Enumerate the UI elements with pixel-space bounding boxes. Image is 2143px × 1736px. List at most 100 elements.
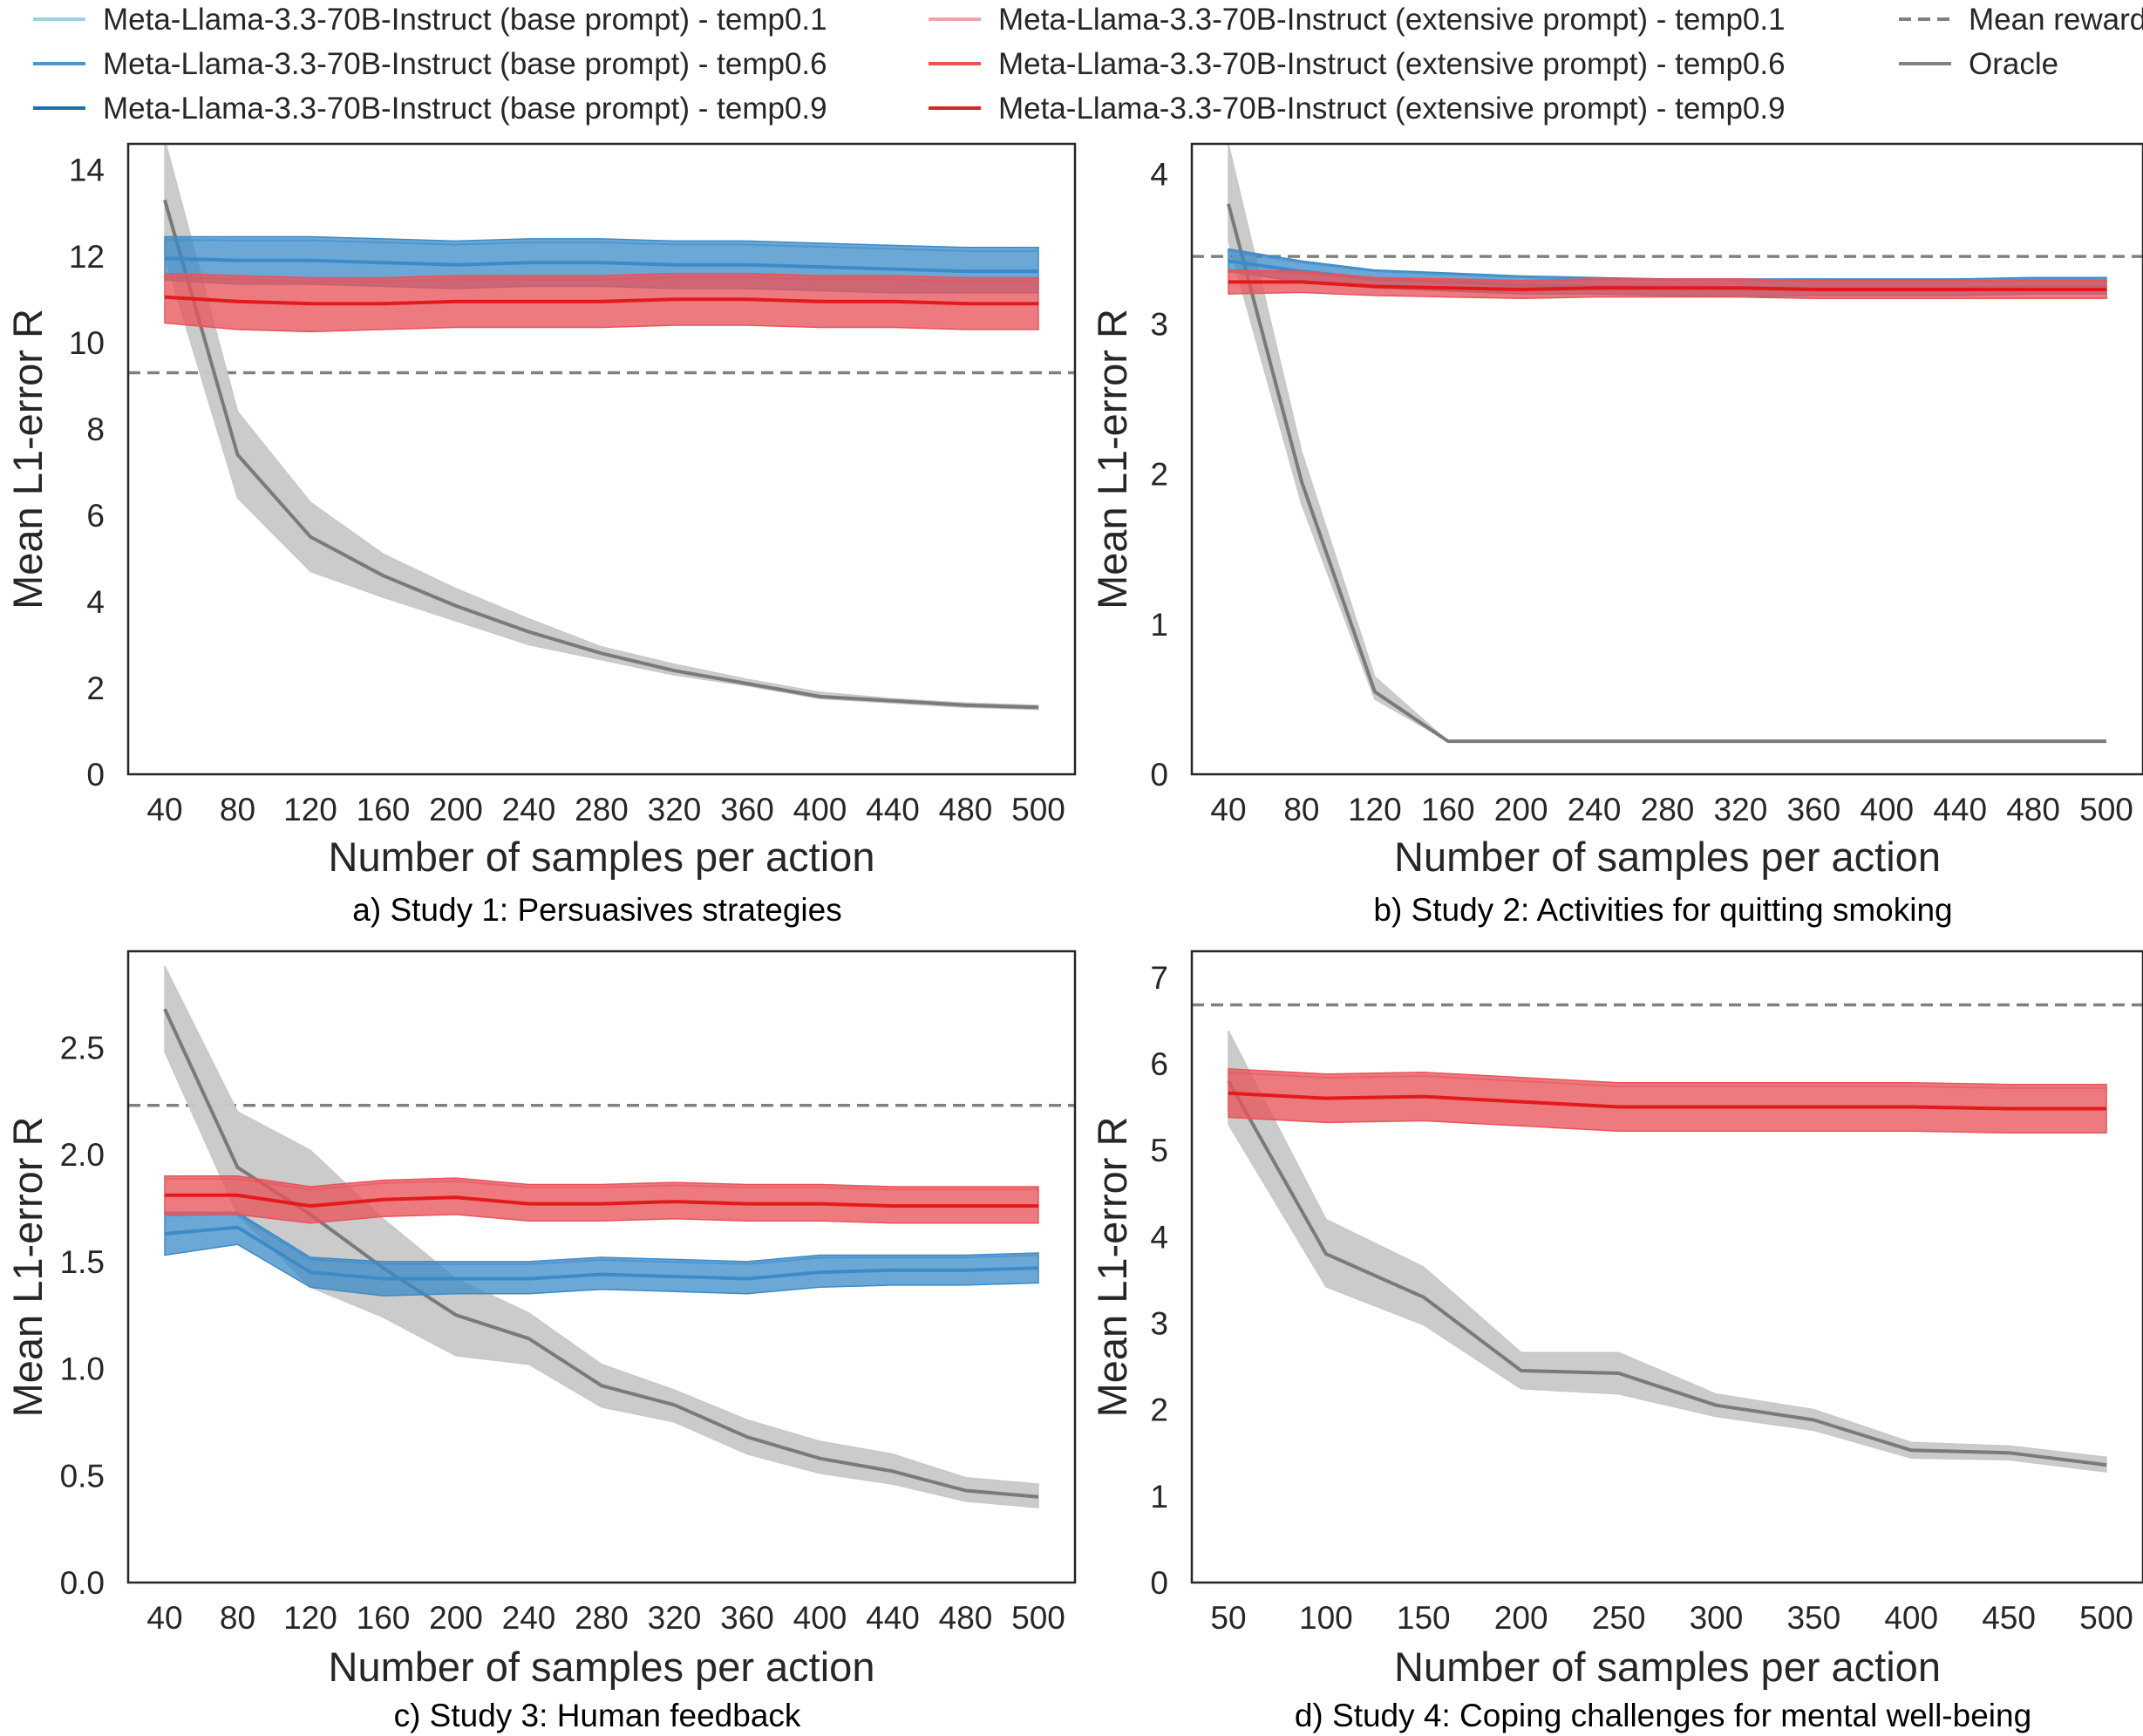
x-tick-label: 500 [2079,792,2133,827]
legend-label: Oracle [1969,47,2058,81]
x-tick-label: 320 [1714,792,1768,827]
x-tick-label: 300 [1690,1600,1744,1636]
x-tick-label: 40 [146,792,182,827]
x-tick-label: 160 [357,1600,411,1636]
x-tick-label: 320 [648,1600,702,1636]
legend-entry: Meta-Llama-3.3-70B-Instruct (extensive p… [929,92,1786,126]
y-tick-label: 2.5 [60,1030,105,1065]
panel-caption: a) Study 1: Persuasives strategies [352,892,841,928]
y-tick-label: 4 [1150,1219,1168,1255]
y-tick-label: 0 [1150,757,1168,793]
x-tick-label: 440 [866,1600,920,1636]
base-band [164,1211,1039,1297]
axes-frame [1190,950,2143,1584]
x-tick-label: 280 [575,792,629,827]
extensive-band [1228,269,2107,300]
x-tick-label: 400 [1884,1600,1938,1636]
x-tick-label: 240 [502,792,556,827]
y-tick-label: 2.0 [60,1137,105,1173]
x-tick-label: 120 [1348,792,1402,827]
x-tick-label: 360 [720,1600,774,1636]
x-tick-label: 400 [1860,792,1914,827]
x-tick-label: 360 [720,792,774,827]
x-tick-label: 400 [793,792,847,827]
x-tick-label: 280 [1641,792,1695,827]
panel-study-4: 0 1 2 3 4 5 6 7 50 100 150 200 250 300 350 400 450 500 Num… [1089,950,2143,1733]
x-tick-label: 40 [146,1600,182,1636]
x-tick-label: 200 [429,1600,483,1636]
y-tick-label: 2 [1150,1392,1168,1428]
x-axis-label: Number of samples per action [329,834,875,880]
legend-entry: Mean reward [1899,3,2143,37]
extensive-band-edge [164,276,1038,283]
x-tick-label: 80 [1283,792,1319,827]
oracle-band [164,144,1039,711]
x-tick-label: 160 [1421,792,1475,827]
x-tick-label: 240 [502,1600,556,1636]
legend-entry: Oracle [1899,47,2058,81]
y-tick-label: 1.5 [60,1244,105,1280]
y-tick-label: 4 [1150,156,1168,192]
x-tick-label: 240 [1568,792,1622,827]
y-tick-label: 1.0 [60,1351,105,1387]
y-tick-label: 14 [69,153,105,188]
x-tick-label: 500 [1011,1600,1065,1636]
x-tick-label: 120 [283,1600,337,1636]
panel-caption: d) Study 4: Coping challenges for mental… [1295,1698,2031,1733]
y-axis-label: Mean L1-error R [1089,1117,1135,1418]
axes-frame [126,142,1077,776]
x-tick-label: 50 [1210,1600,1246,1636]
extensive-line [1228,1091,2106,1111]
y-tick-label: 3 [1150,1305,1168,1341]
x-tick-label: 200 [1494,792,1548,827]
panel-caption: c) Study 3: Human feedback [394,1698,801,1733]
y-tick-label: 12 [69,239,105,275]
legend-label: Mean reward [1969,3,2143,37]
x-tick-label: 440 [1933,792,1987,827]
panel-study-1: 0 2 4 6 8 10 12 14 40 80 120 160 200 240 280 320 360 400 4… [4,142,1077,928]
legend-entry: Meta-Llama-3.3-70B-Instruct (extensive p… [929,47,1786,81]
y-tick-label: 7 [1150,960,1168,996]
y-tick-label: 0.5 [60,1458,105,1494]
x-tick-label: 500 [1011,792,1065,827]
y-tick-label: 10 [69,325,105,361]
x-tick-label: 100 [1299,1600,1353,1636]
base-band-edge [164,1213,1039,1265]
y-tick-label: 5 [1150,1133,1168,1168]
extensive-band [1228,1068,2107,1134]
legend: Meta-Llama-3.3-70B-Instruct (base prompt… [33,3,2143,126]
extensive-band-edge [1228,270,2106,283]
y-tick-label: 6 [86,498,105,534]
x-tick-label: 480 [939,792,993,827]
y-tick-label: 6 [1150,1046,1168,1082]
legend-label: Meta-Llama-3.3-70B-Instruct (base prompt… [103,3,827,37]
plot-area [1192,1003,2143,1473]
y-axis-label: Mean L1-error R [4,1117,51,1418]
extensive-band-edge [165,1178,1038,1191]
x-tick-label: 500 [2079,1600,2133,1636]
y-tick-label: 4 [86,584,105,620]
x-tick-label: 400 [793,1600,847,1636]
x-tick-label: 150 [1397,1600,1451,1636]
y-axis-label: Mean L1-error R [4,309,51,609]
legend-label: Meta-Llama-3.3-70B-Instruct (extensive p… [998,92,1786,126]
axes-frame [1190,142,2143,776]
base-band-edge [164,239,1038,252]
legend-entry: Meta-Llama-3.3-70B-Instruct (base prompt… [33,3,827,37]
oracle-band [1228,1030,2107,1473]
x-tick-label: 320 [648,792,702,827]
legend-entry: Meta-Llama-3.3-70B-Instruct (base prompt… [33,92,827,126]
y-tick-label: 2 [86,671,105,706]
y-tick-label: 1 [1150,607,1168,643]
x-tick-label: 440 [866,792,920,827]
x-tick-label: 80 [220,1600,255,1636]
y-axis-label: Mean L1-error R [1089,309,1135,609]
y-tick-label: 3 [1150,307,1168,343]
x-tick-label: 280 [575,1600,629,1636]
plot-area [128,965,1075,1508]
x-tick-label: 350 [1786,1600,1840,1636]
panel-study-3: 0.0 0.5 1.0 1.5 2.0 2.5 40 80 120 160 200 240 280 320… [4,950,1077,1733]
x-tick-label: 250 [1592,1600,1646,1636]
